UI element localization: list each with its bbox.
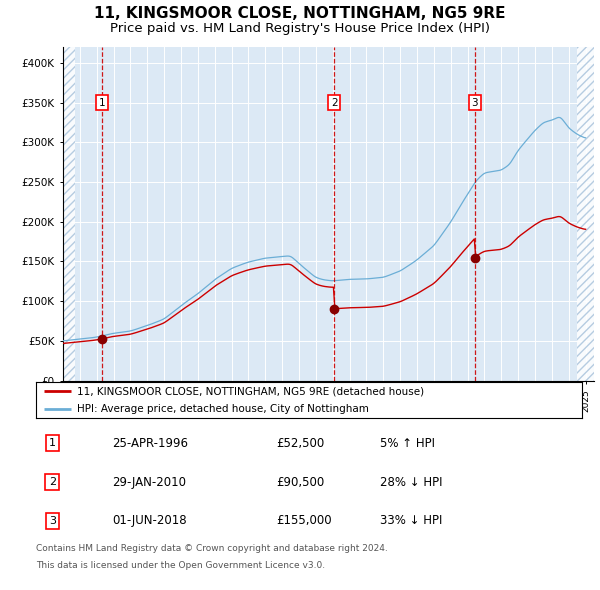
Text: 01-JUN-2018: 01-JUN-2018 — [112, 514, 187, 527]
Text: 3: 3 — [472, 98, 478, 108]
Text: Contains HM Land Registry data © Crown copyright and database right 2024.: Contains HM Land Registry data © Crown c… — [36, 544, 388, 553]
Text: This data is licensed under the Open Government Licence v3.0.: This data is licensed under the Open Gov… — [36, 560, 325, 569]
Text: 11, KINGSMOOR CLOSE, NOTTINGHAM, NG5 9RE (detached house): 11, KINGSMOOR CLOSE, NOTTINGHAM, NG5 9RE… — [77, 386, 424, 396]
Text: 3: 3 — [49, 516, 56, 526]
Text: 2: 2 — [49, 477, 56, 487]
Text: 2: 2 — [331, 98, 337, 108]
Text: £90,500: £90,500 — [276, 476, 325, 489]
Text: HPI: Average price, detached house, City of Nottingham: HPI: Average price, detached house, City… — [77, 404, 369, 414]
Text: 33% ↓ HPI: 33% ↓ HPI — [380, 514, 442, 527]
Text: 1: 1 — [49, 438, 56, 448]
Text: 5% ↑ HPI: 5% ↑ HPI — [380, 437, 435, 450]
Text: 28% ↓ HPI: 28% ↓ HPI — [380, 476, 442, 489]
Text: Price paid vs. HM Land Registry's House Price Index (HPI): Price paid vs. HM Land Registry's House … — [110, 22, 490, 35]
Text: 25-APR-1996: 25-APR-1996 — [112, 437, 188, 450]
Text: 1: 1 — [98, 98, 105, 108]
Bar — [63, 47, 75, 381]
Text: £52,500: £52,500 — [276, 437, 325, 450]
Text: 29-JAN-2010: 29-JAN-2010 — [112, 476, 187, 489]
Bar — [577, 47, 594, 381]
Text: 11, KINGSMOOR CLOSE, NOTTINGHAM, NG5 9RE: 11, KINGSMOOR CLOSE, NOTTINGHAM, NG5 9RE — [94, 6, 506, 21]
Text: £155,000: £155,000 — [276, 514, 332, 527]
